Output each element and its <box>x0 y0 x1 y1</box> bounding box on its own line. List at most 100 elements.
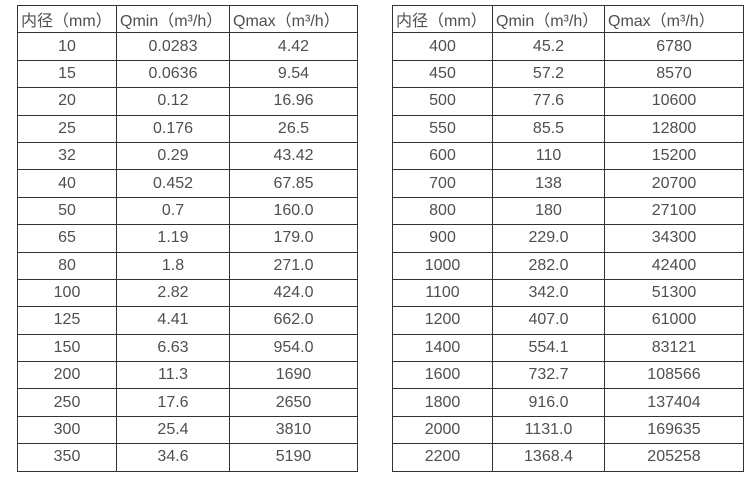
table-cell: 15 <box>17 59 117 89</box>
table-row: 350 34.6 5190 <box>17 443 358 472</box>
table-row: 1400 554.1 83121 <box>392 333 744 363</box>
table-row: 20 0.12 16.96 <box>17 87 358 116</box>
table-cell: 6.63 <box>116 333 230 363</box>
table-cell: 179.0 <box>229 224 358 253</box>
table-cell: 57.2 <box>492 59 605 89</box>
table-cell: 424.0 <box>229 278 358 308</box>
table-cell: 900 <box>392 224 493 253</box>
table-cell: 85.5 <box>492 114 605 143</box>
table-cell: 2200 <box>392 443 493 472</box>
table-row: 1200 407.0 61000 <box>392 306 744 335</box>
table-cell: 550 <box>392 114 493 143</box>
table-cell: 10 <box>17 32 117 61</box>
column-header-qmin: Qmin（m³/h） <box>492 4 605 34</box>
table-cell: 4.41 <box>116 306 230 335</box>
table-row: 1800 916.0 137404 <box>392 388 744 417</box>
column-header-qmax: Qmax（m³/h） <box>604 4 744 34</box>
table-cell: 205258 <box>604 443 744 472</box>
header-row: 内径（mm） Qmin（m³/h） Qmax（m³/h） <box>17 4 358 34</box>
table-cell: 350 <box>17 443 117 472</box>
table-cell: 20 <box>17 87 117 116</box>
table-cell: 25.4 <box>116 415 230 445</box>
table-row: 550 85.5 12800 <box>392 114 744 143</box>
table-cell: 43.42 <box>229 141 358 171</box>
table-body: 10 0.0283 4.42 15 0.0636 9.54 20 0.12 16.96 25 0.1… <box>17 32 358 472</box>
table-cell: 600 <box>392 141 493 171</box>
column-header-qmax: Qmax（m³/h） <box>229 4 358 34</box>
table-cell: 42400 <box>604 251 744 280</box>
table-cell: 0.7 <box>116 196 230 226</box>
table-cell: 0.0636 <box>116 59 230 89</box>
table-cell: 800 <box>392 196 493 226</box>
header-row: 内径（mm） Qmin（m³/h） Qmax（m³/h） <box>392 4 744 34</box>
table-cell: 9.54 <box>229 59 358 89</box>
table-cell: 3810 <box>229 415 358 445</box>
table-cell: 61000 <box>604 306 744 335</box>
table-cell: 150 <box>17 333 117 363</box>
table-body: 400 45.2 6780 450 57.2 8570 500 77.6 10600 550 85.… <box>392 32 744 472</box>
table-cell: 407.0 <box>492 306 605 335</box>
table-row: 450 57.2 8570 <box>392 59 744 89</box>
table-cell: 1690 <box>229 361 358 390</box>
table-cell: 83121 <box>604 333 744 363</box>
table-cell: 137404 <box>604 388 744 417</box>
table-cell: 200 <box>17 361 117 390</box>
table-row: 32 0.29 43.42 <box>17 141 358 171</box>
table-cell: 954.0 <box>229 333 358 363</box>
table-cell: 1100 <box>392 278 493 308</box>
table-cell: 1200 <box>392 306 493 335</box>
table-cell: 67.85 <box>229 169 358 198</box>
table-row: 65 1.19 179.0 <box>17 224 358 253</box>
table-cell: 0.452 <box>116 169 230 198</box>
table-cell: 1368.4 <box>492 443 605 472</box>
column-header-qmin: Qmin（m³/h） <box>116 4 230 34</box>
table-cell: 4.42 <box>229 32 358 61</box>
table-cell: 662.0 <box>229 306 358 335</box>
table-cell: 12800 <box>604 114 744 143</box>
table-cell: 6780 <box>604 32 744 61</box>
table-cell: 160.0 <box>229 196 358 226</box>
table-row: 1600 732.7 108566 <box>392 361 744 390</box>
table-row: 250 17.6 2650 <box>17 388 358 417</box>
table-row: 500 77.6 10600 <box>392 87 744 116</box>
table-cell: 34.6 <box>116 443 230 472</box>
table-cell: 250 <box>17 388 117 417</box>
table-cell: 8570 <box>604 59 744 89</box>
table-cell: 20700 <box>604 169 744 198</box>
table-cell: 16.96 <box>229 87 358 116</box>
table-cell: 5190 <box>229 443 358 472</box>
table-cell: 51300 <box>604 278 744 308</box>
table-row: 80 1.8 271.0 <box>17 251 358 280</box>
table-cell: 40 <box>17 169 117 198</box>
table-cell: 15200 <box>604 141 744 171</box>
table-cell: 916.0 <box>492 388 605 417</box>
table-cell: 45.2 <box>492 32 605 61</box>
table-cell: 0.176 <box>116 114 230 143</box>
table-cell: 108566 <box>604 361 744 390</box>
flow-table-large-diameter: 内径（mm） Qmin（m³/h） Qmax（m³/h） 400 45.2 6780… <box>392 4 744 472</box>
table-cell: 0.29 <box>116 141 230 171</box>
table-cell: 26.5 <box>229 114 358 143</box>
table-cell: 450 <box>392 59 493 89</box>
table-cell: 1400 <box>392 333 493 363</box>
table-cell: 400 <box>392 32 493 61</box>
table-cell: 271.0 <box>229 251 358 280</box>
table-cell: 80 <box>17 251 117 280</box>
table-cell: 0.12 <box>116 87 230 116</box>
table-cell: 180 <box>492 196 605 226</box>
table-cell: 27100 <box>604 196 744 226</box>
table-cell: 732.7 <box>492 361 605 390</box>
table-cell: 1800 <box>392 388 493 417</box>
table-cell: 110 <box>492 141 605 171</box>
table-row: 125 4.41 662.0 <box>17 306 358 335</box>
table-cell: 500 <box>392 87 493 116</box>
table-cell: 100 <box>17 278 117 308</box>
table-row: 2200 1368.4 205258 <box>392 443 744 472</box>
table-cell: 1600 <box>392 361 493 390</box>
flow-table-small-diameter: 内径（mm） Qmin（m³/h） Qmax（m³/h） 10 0.0283 4.4… <box>17 4 358 472</box>
table-row: 10 0.0283 4.42 <box>17 32 358 61</box>
table-cell: 2000 <box>392 415 493 445</box>
table-cell: 0.0283 <box>116 32 230 61</box>
table-row: 25 0.176 26.5 <box>17 114 358 143</box>
